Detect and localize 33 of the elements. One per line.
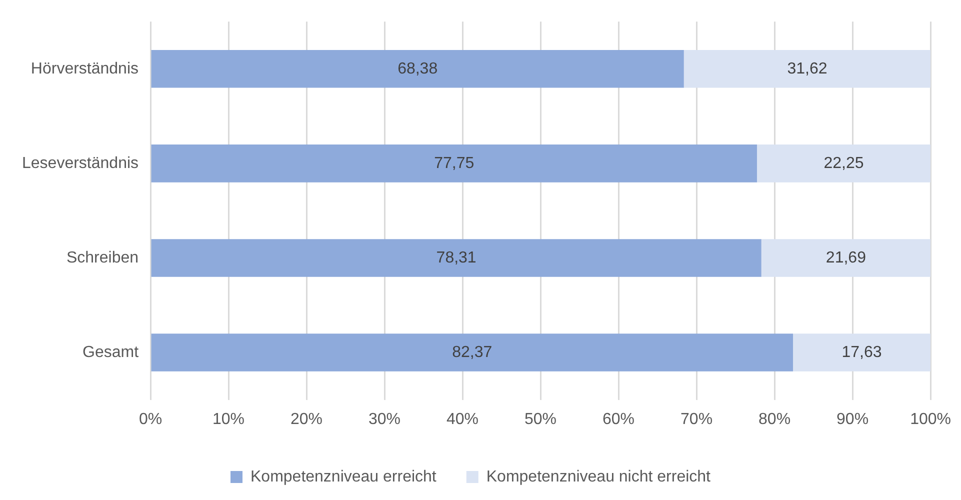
bar [793,334,931,372]
x-tick-label: 10% [212,410,245,428]
x-tick-label: 90% [836,410,869,428]
x-tick-label: 50% [524,410,557,428]
bar [684,50,931,88]
y-tick-label: Leseverständnis [22,154,139,172]
x-tick-label: 70% [680,410,713,428]
y-tick-label: Gesamt [82,344,140,361]
data-label: 17,63 [842,344,882,361]
x-tick-label: 0% [138,410,162,428]
x-tick-label: 30% [368,410,401,428]
data-label: 82,37 [452,344,492,361]
data-label: 21,69 [826,249,866,266]
data-label: 68,38 [398,60,438,78]
y-tick-label: Hörverständnis [30,60,139,78]
data-label: 77,75 [434,154,474,172]
x-tick-label: 80% [758,410,791,428]
data-label: 78,31 [436,249,476,266]
x-tick-label: 100% [910,410,951,428]
bar [761,239,931,277]
data-label: 22,25 [824,154,864,172]
x-tick-label: 60% [602,410,635,428]
y-tick-label: Schreiben [66,249,139,266]
x-tick-label: 40% [446,410,479,428]
bar [151,239,762,277]
bar [756,144,931,182]
legend-label: Kompetenzniveau nicht erreicht [486,468,712,486]
x-tick-label: 20% [290,410,323,428]
data-label: 31,62 [787,60,828,78]
bar [151,334,794,372]
bar [151,144,757,182]
bar [151,50,684,88]
legend-label: Kompetenzniveau erreicht [250,468,437,486]
